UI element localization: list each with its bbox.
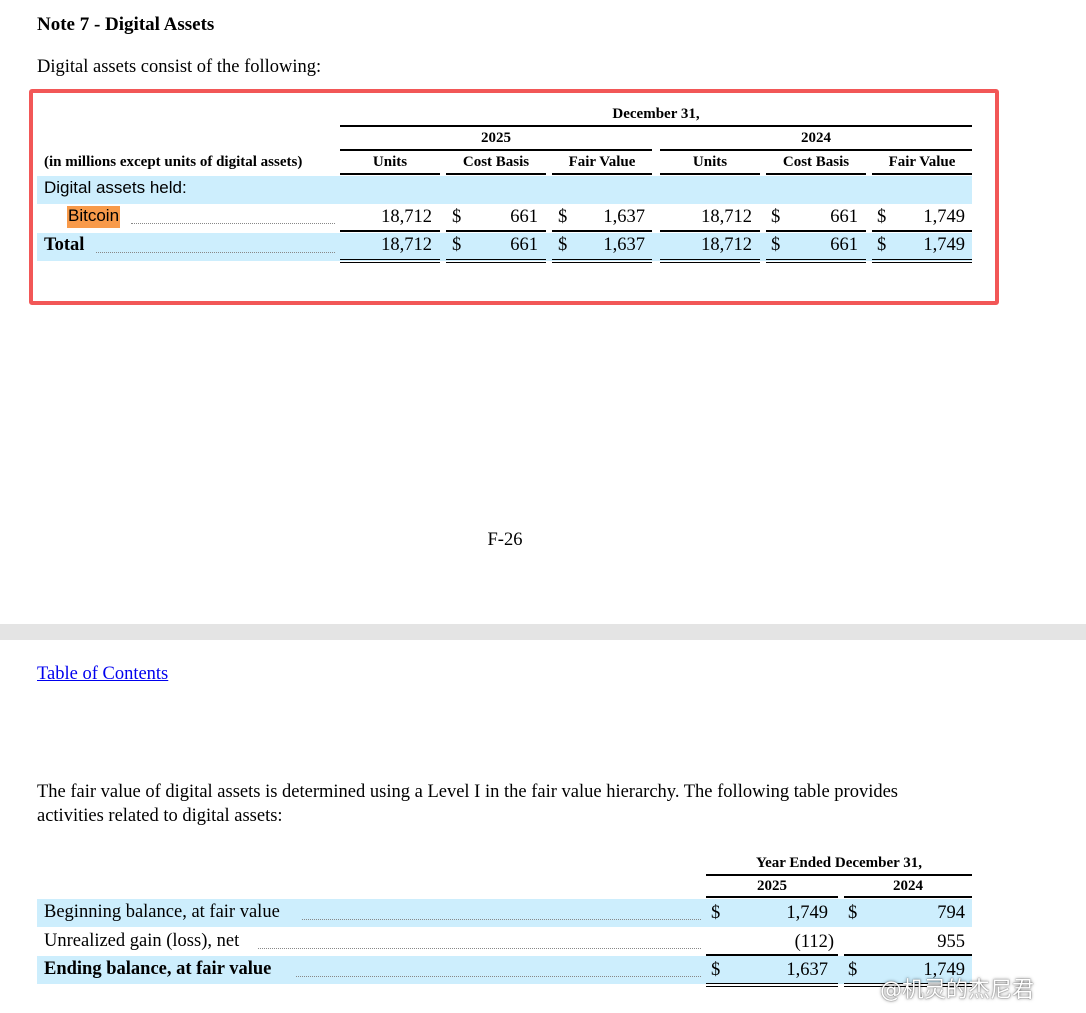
intro-text: Digital assets consist of the following: [37,57,322,77]
col-units-2024: Units [692,154,728,170]
double-rule [844,983,972,987]
value-2025: 1,637 [786,960,828,980]
col-rule [706,896,838,898]
section-band [37,176,972,204]
currency-symbol: $ [558,235,568,255]
page-number: F-26 [487,530,523,550]
col-units-2025: Units [372,154,408,170]
double-rule [552,259,652,263]
fair-value-paragraph: The fair value of digital assets is dete… [37,782,898,826]
row-band [37,956,972,984]
col-rule [340,173,440,175]
currency-symbol: $ [877,207,887,227]
double-rule [340,259,440,263]
currency-symbol: $ [452,207,462,227]
fair-2024: 1,749 [923,207,965,227]
col-rule [766,173,866,175]
currency-symbol: $ [848,960,858,980]
page-break-divider [0,624,1086,640]
currency-symbol: $ [771,207,781,227]
subtotal-rule [340,230,440,232]
period-header: December 31, [612,106,700,122]
leader-dots [258,948,701,949]
value-2024: 794 [937,903,965,923]
year-rule-2025 [340,149,652,151]
row-band [37,899,972,927]
header-rule [706,874,972,876]
currency-symbol: $ [877,235,887,255]
year-header-2024: 2024 [801,130,831,146]
double-rule [872,259,972,263]
col-cost-2025: Cost Basis [462,154,530,170]
units-2024: 18,712 [701,207,752,227]
cost-2025: 661 [510,235,538,255]
subtotal-rule [766,230,866,232]
currency-symbol: $ [711,903,721,923]
bitcoin-label: Bitcoin [67,206,121,228]
units-2024: 18,712 [701,235,752,255]
fair-2025: 1,637 [603,207,645,227]
currency-symbol: $ [558,207,568,227]
subtotal-rule [552,230,652,232]
year-header-2024: 2024 [893,878,923,894]
cost-2024: 661 [830,235,858,255]
col-rule [446,173,546,175]
table-of-contents-link[interactable]: Table of Contents [37,664,169,684]
value-2025: (112) [794,932,834,952]
currency-symbol: $ [452,235,462,255]
units-2025: 18,712 [381,235,432,255]
subtotal-rule [660,230,760,232]
red-highlight-box [29,89,999,305]
col-fair-2025: Fair Value [568,154,636,170]
currency-symbol: $ [771,235,781,255]
leader-dots [131,223,335,224]
fair-2024: 1,749 [923,235,965,255]
col-rule [872,173,972,175]
leader-dots [302,919,701,920]
col-rule [660,173,760,175]
row-label: Ending balance, at fair value [44,959,272,979]
double-rule [706,983,838,987]
row-label: Beginning balance, at fair value [44,902,280,922]
value-2024: 955 [937,932,965,952]
col-rule [844,896,972,898]
year-header-2025: 2025 [757,878,787,894]
subtotal-rule [446,230,546,232]
leader-dots [296,976,701,977]
col-rule [552,173,652,175]
total-band [37,233,972,261]
row-label-header: (in millions except units of digital ass… [44,154,303,170]
currency-symbol: $ [848,903,858,923]
period-header: Year Ended December 31, [755,855,923,871]
col-fair-2024: Fair Value [888,154,956,170]
value-2025: 1,749 [786,903,828,923]
section-label: Digital assets held: [44,178,187,197]
row-label: Unrealized gain (loss), net [44,931,240,951]
double-rule [446,259,546,263]
subtotal-rule [872,230,972,232]
watermark: @机灵的杰尼君 [880,978,1035,1003]
double-rule [766,259,866,263]
note-title: Note 7 - Digital Assets [37,14,215,35]
subtotal-rule [844,954,972,956]
subtotal-rule [706,954,838,956]
leader-dots [96,252,335,253]
value-2024: 1,749 [923,960,965,980]
double-rule [660,259,760,263]
year-header-2025: 2025 [481,130,511,146]
units-2025: 18,712 [381,207,432,227]
year-rule-2024 [660,149,972,151]
currency-symbol: $ [711,960,721,980]
header-rule [340,125,972,127]
cost-2024: 661 [830,207,858,227]
cost-2025: 661 [510,207,538,227]
total-label: Total [44,235,85,255]
col-cost-2024: Cost Basis [782,154,850,170]
fair-2025: 1,637 [603,235,645,255]
